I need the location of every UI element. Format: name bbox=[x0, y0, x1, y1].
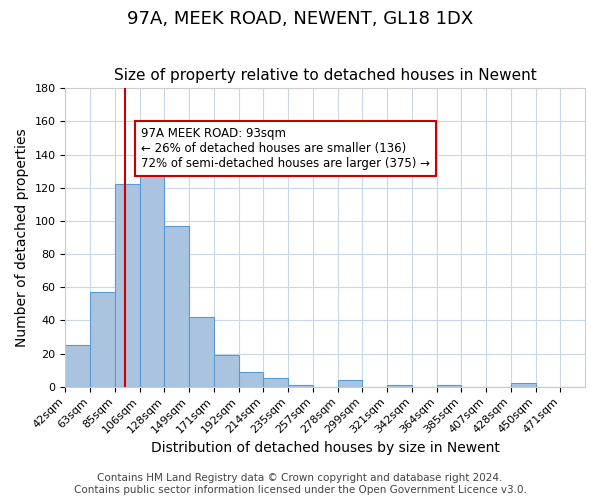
Bar bbox=[90, 292, 115, 386]
Bar bbox=[115, 184, 140, 386]
Bar bbox=[164, 226, 189, 386]
Y-axis label: Number of detached properties: Number of detached properties bbox=[15, 128, 29, 347]
Bar bbox=[338, 380, 362, 386]
Bar bbox=[263, 378, 288, 386]
Bar bbox=[288, 385, 313, 386]
Text: Contains HM Land Registry data © Crown copyright and database right 2024.
Contai: Contains HM Land Registry data © Crown c… bbox=[74, 474, 526, 495]
Bar bbox=[239, 372, 263, 386]
Text: 97A MEEK ROAD: 93sqm
← 26% of detached houses are smaller (136)
72% of semi-deta: 97A MEEK ROAD: 93sqm ← 26% of detached h… bbox=[141, 127, 430, 170]
Bar bbox=[511, 384, 536, 386]
Bar bbox=[189, 317, 214, 386]
Bar bbox=[140, 153, 164, 386]
Bar bbox=[214, 355, 239, 386]
Title: Size of property relative to detached houses in Newent: Size of property relative to detached ho… bbox=[114, 68, 536, 83]
Text: 97A, MEEK ROAD, NEWENT, GL18 1DX: 97A, MEEK ROAD, NEWENT, GL18 1DX bbox=[127, 10, 473, 28]
Bar bbox=[65, 346, 90, 387]
Bar bbox=[437, 385, 461, 386]
X-axis label: Distribution of detached houses by size in Newent: Distribution of detached houses by size … bbox=[151, 441, 500, 455]
Bar bbox=[387, 385, 412, 386]
